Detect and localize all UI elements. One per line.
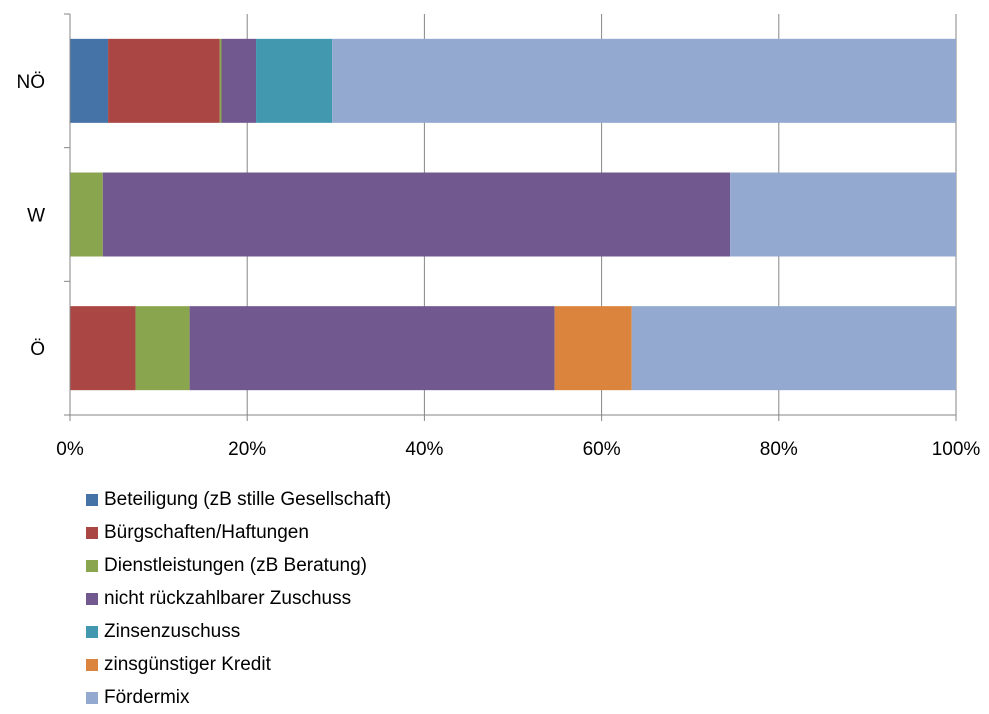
x-tick-label: 80% bbox=[760, 439, 798, 460]
bar-segment bbox=[102, 172, 731, 257]
legend-swatch bbox=[86, 625, 98, 638]
legend-item: Bürgschaften/Haftungen bbox=[86, 516, 391, 549]
legend-swatch bbox=[86, 658, 98, 671]
bar-segment bbox=[70, 172, 103, 257]
bar-segment bbox=[70, 38, 109, 123]
legend-label: Beteiligung (zB stille Gesellschaft) bbox=[104, 488, 392, 510]
bar-segment bbox=[135, 306, 190, 391]
legend-swatch bbox=[86, 592, 98, 605]
bar-segment bbox=[332, 38, 957, 123]
x-tick-label: 100% bbox=[932, 439, 981, 460]
legend-item: nicht rückzahlbarer Zuschuss bbox=[86, 582, 391, 615]
bar-segment bbox=[70, 306, 136, 391]
x-tick-label: 20% bbox=[228, 439, 266, 460]
legend-item: Dienstleistungen (zB Beratung) bbox=[86, 549, 391, 582]
category-label: NÖ bbox=[17, 72, 46, 93]
legend-label: nicht rückzahlbarer Zuschuss bbox=[104, 587, 352, 609]
legend-swatch bbox=[86, 559, 98, 572]
bar-segment bbox=[730, 172, 956, 257]
bar-segment bbox=[219, 38, 222, 123]
legend-swatch bbox=[86, 691, 98, 704]
legend: Beteiligung (zB stille Gesellschaft) Bürg… bbox=[86, 483, 391, 714]
x-tick-label: 40% bbox=[405, 439, 443, 460]
bar-segment bbox=[108, 38, 220, 123]
bar-segment bbox=[631, 306, 956, 391]
legend-item: Zinsenzuschuss bbox=[86, 615, 391, 648]
category-label: W bbox=[27, 206, 45, 227]
legend-label: Zinsenzuschuss bbox=[104, 620, 241, 642]
x-tick-label: 0% bbox=[56, 439, 84, 460]
legend-label: zinsgünstiger Kredit bbox=[104, 653, 271, 675]
legend-swatch bbox=[86, 493, 98, 506]
legend-item: Beteiligung (zB stille Gesellschaft) bbox=[86, 483, 391, 516]
bar-segment bbox=[256, 38, 333, 123]
bar-segment bbox=[189, 306, 555, 391]
legend-label: Dienstleistungen (zB Beratung) bbox=[104, 554, 367, 576]
bar-segment bbox=[554, 306, 632, 391]
bars bbox=[70, 38, 957, 391]
x-tick-label: 60% bbox=[583, 439, 621, 460]
legend-item: Fördermix bbox=[86, 681, 391, 714]
x-tick-labels: 0% 20% 40% 60% 80% 100% bbox=[56, 439, 980, 460]
bar-segment bbox=[221, 38, 257, 123]
legend-label: Bürgschaften/Haftungen bbox=[104, 521, 309, 543]
axes bbox=[64, 13, 957, 421]
legend-label: Fördermix bbox=[104, 686, 190, 708]
legend-swatch bbox=[86, 526, 98, 539]
legend-item: zinsgünstiger Kredit bbox=[86, 648, 391, 681]
category-label: Ö bbox=[30, 339, 45, 360]
category-labels: NÖ W Ö bbox=[17, 72, 46, 360]
